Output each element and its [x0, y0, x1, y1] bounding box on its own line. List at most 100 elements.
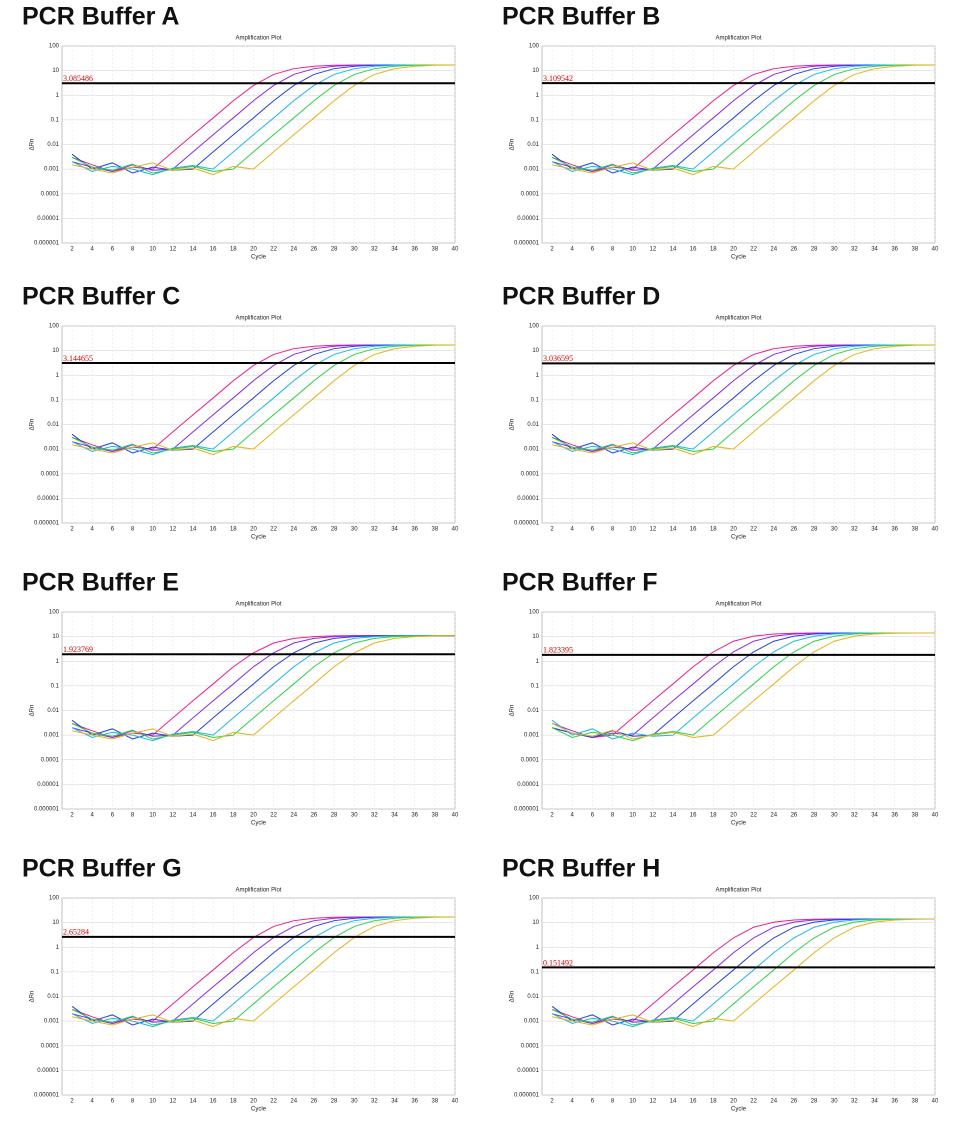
- x-tick-label: 40: [932, 527, 939, 533]
- amplification-curve: [71, 635, 455, 742]
- x-tick-label: 6: [591, 1099, 595, 1105]
- y-tick-label: 0.0001: [521, 757, 540, 763]
- x-tick-label: 2: [550, 527, 554, 533]
- y-tick-label: 1: [56, 93, 60, 99]
- y-tick-label: 0.0001: [521, 1043, 540, 1049]
- x-tick-label: 6: [111, 813, 115, 819]
- x-tick-label: 12: [170, 527, 177, 533]
- y-tick-label: 10: [532, 348, 539, 354]
- y-tick-label: 0.000001: [34, 807, 60, 813]
- threshold-label: 2.65284: [63, 928, 89, 937]
- x-tick-label: 16: [210, 813, 217, 819]
- x-tick-label: 14: [670, 527, 677, 533]
- x-tick-label: 30: [351, 1099, 358, 1105]
- x-tick-label: 34: [391, 813, 398, 819]
- amplification-curve: [551, 64, 936, 176]
- x-tick-label: 32: [851, 247, 858, 253]
- x-tick-label: 28: [811, 527, 818, 533]
- x-tick-label: 10: [629, 1099, 636, 1105]
- x-tick-label: 10: [149, 527, 156, 533]
- chart-panel: PCR Buffer B Amplification Plot 0.000001 0.…: [502, 3, 939, 261]
- x-tick-label: 24: [290, 247, 297, 253]
- x-tick-label: 4: [571, 527, 575, 533]
- x-tick-label: 2: [70, 813, 74, 819]
- x-tick-label: 38: [912, 813, 919, 819]
- x-tick-label: 16: [210, 247, 217, 253]
- y-tick-label: 0.000001: [514, 521, 540, 527]
- x-axis-label: Cycle: [731, 535, 747, 541]
- x-tick-label: 38: [432, 247, 439, 253]
- amplification-curve: [71, 635, 455, 740]
- y-tick-label: 0.1: [531, 969, 540, 975]
- x-tick-label: 30: [831, 247, 838, 253]
- x-tick-label: 32: [851, 1099, 858, 1105]
- amplification-curve: [71, 916, 456, 1028]
- x-tick-label: 12: [650, 813, 657, 819]
- x-tick-label: 30: [351, 247, 358, 253]
- x-tick-label: 34: [871, 527, 878, 533]
- chart-panel: PCR Buffer G Amplification Plot 0.000001 0.…: [22, 855, 459, 1113]
- x-axis-label: Cycle: [731, 255, 747, 261]
- y-tick-label: 100: [49, 610, 60, 616]
- y-tick-label: 10: [532, 68, 539, 74]
- y-tick-label: 0.001: [524, 1019, 540, 1025]
- x-axis-label: Cycle: [731, 821, 747, 827]
- y-tick-label: 0.00001: [517, 496, 539, 502]
- chart-heading: PCR Buffer D: [502, 283, 660, 311]
- x-tick-label: 8: [131, 247, 135, 253]
- x-tick-label: 10: [149, 1099, 156, 1105]
- x-tick-label: 10: [629, 247, 636, 253]
- x-tick-label: 28: [331, 813, 338, 819]
- y-tick-label: 0.0001: [41, 1043, 60, 1049]
- amplification-curve: [551, 64, 935, 174]
- y-axis-label: ΔRn: [510, 705, 516, 717]
- y-tick-label: 0.00001: [37, 782, 59, 788]
- x-tick-label: 34: [871, 813, 878, 819]
- y-tick-label: 0.00001: [517, 216, 539, 222]
- y-tick-label: 0.000001: [34, 1093, 60, 1099]
- amplification-curve: [71, 916, 455, 1028]
- x-tick-label: 14: [670, 813, 677, 819]
- x-tick-label: 38: [912, 1099, 919, 1105]
- y-tick-label: 1: [536, 373, 540, 379]
- x-tick-label: 6: [591, 247, 595, 253]
- x-tick-label: 2: [70, 527, 74, 533]
- chart-heading: PCR Buffer A: [22, 3, 179, 31]
- amplification-curve: [551, 632, 935, 740]
- y-tick-label: 0.1: [531, 683, 540, 689]
- chart-title: Amplification Plot: [715, 888, 761, 894]
- y-axis-label: ΔRn: [30, 705, 36, 717]
- y-tick-label: 0.001: [44, 447, 60, 453]
- x-tick-label: 6: [111, 527, 115, 533]
- y-tick-label: 0.01: [47, 422, 59, 428]
- threshold-label: 1.923769: [63, 645, 93, 654]
- x-tick-label: 38: [912, 247, 919, 253]
- x-tick-label: 36: [891, 1099, 898, 1105]
- x-tick-label: 36: [411, 813, 418, 819]
- x-tick-label: 6: [111, 1099, 115, 1105]
- x-tick-label: 16: [210, 1099, 217, 1105]
- x-tick-label: 38: [432, 813, 439, 819]
- x-tick-label: 24: [290, 813, 297, 819]
- y-tick-label: 0.01: [47, 708, 59, 714]
- amplification-curve: [71, 344, 455, 454]
- x-tick-label: 26: [791, 247, 798, 253]
- x-tick-label: 30: [831, 813, 838, 819]
- y-tick-label: 10: [532, 634, 539, 640]
- chart-panel: PCR Buffer E Amplification Plot 0.000001 0.…: [22, 569, 459, 827]
- x-tick-label: 24: [770, 527, 777, 533]
- x-tick-label: 10: [629, 527, 636, 533]
- x-tick-label: 2: [550, 247, 554, 253]
- y-tick-label: 10: [532, 920, 539, 926]
- x-tick-label: 16: [690, 247, 697, 253]
- x-axis-label: Cycle: [251, 255, 267, 261]
- x-tick-label: 40: [452, 813, 459, 819]
- x-tick-label: 12: [650, 247, 657, 253]
- amplification-curve: [551, 64, 935, 176]
- x-tick-label: 22: [270, 527, 277, 533]
- x-tick-label: 40: [932, 813, 939, 819]
- y-tick-label: 0.000001: [34, 521, 60, 527]
- amplification-curve: [71, 635, 456, 742]
- x-tick-label: 20: [250, 527, 257, 533]
